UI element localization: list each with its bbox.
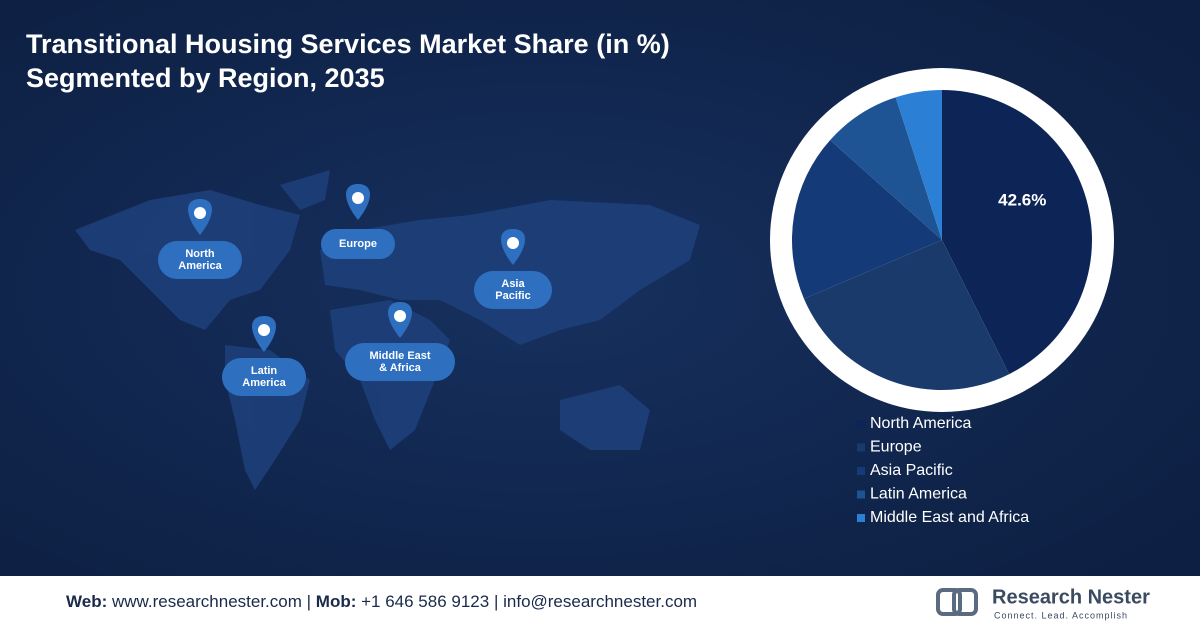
map-australia: [560, 385, 650, 450]
map-label-pill: [345, 343, 455, 381]
footer-web-label: Web:: [66, 592, 107, 611]
map-label: Asia Pacific: [495, 278, 530, 302]
pie-slice: [803, 240, 1010, 390]
logo-tagline: Connect. Lead. Accomplish: [994, 610, 1128, 620]
map-pin-dot: [194, 207, 206, 219]
map-label-line: North: [185, 248, 215, 260]
legend-label: Europe: [870, 439, 922, 456]
chart-title: Transitional Housing Services Market Sha…: [26, 29, 670, 59]
map-label: Europe: [339, 238, 377, 250]
logo-icon: [952, 588, 978, 616]
footer-band: [0, 576, 1200, 628]
legend-swatch: [857, 420, 865, 428]
logo-name: Research Nester: [992, 586, 1150, 608]
pie-slice: [895, 90, 942, 240]
pie-slice: [792, 140, 942, 299]
footer-sep: |: [494, 592, 498, 611]
chart-subtitle: Segmented by Region, 2035: [26, 63, 385, 93]
pie-slice: [830, 97, 942, 240]
legend-label: Latin America: [870, 486, 967, 503]
map-label-line: Asia: [501, 278, 525, 290]
slice-label: 42.6%: [998, 190, 1046, 209]
map-label-line: Pacific: [495, 290, 530, 302]
legend-label: Asia Pacific: [870, 462, 953, 479]
map-label: North America: [178, 248, 222, 272]
legend-label: North America: [870, 415, 971, 432]
map-label: Latin America: [242, 365, 286, 389]
map-label-pill: [321, 229, 395, 259]
footer-mob-label: Mob:: [316, 592, 357, 611]
pie-slice: [942, 90, 1092, 375]
map-label-line: & Africa: [379, 362, 422, 374]
legend-label: Middle East and Africa: [870, 509, 1029, 526]
legend: North America Europe Asia Pacific Latin Ame…: [857, 415, 1029, 526]
map-label-pill: [158, 241, 242, 279]
legend-swatch: [857, 443, 865, 452]
map-pin-dot: [394, 310, 406, 322]
map-label: Middle East & Africa: [369, 350, 430, 374]
map-pin-dot: [258, 324, 270, 336]
legend-swatch: [857, 467, 865, 475]
footer-web: www.researchnester.com: [111, 592, 302, 611]
map-label-pill: [474, 271, 552, 309]
map-label-line: Middle East: [369, 350, 430, 362]
map-label-pill: [222, 358, 306, 396]
logo-icon: [936, 588, 962, 616]
map-greenland: [280, 170, 330, 210]
footer-mob: +1 646 586 9123: [361, 592, 489, 611]
pie: 42.6%: [792, 90, 1092, 390]
map-label-line: America: [178, 260, 222, 272]
logo: Research Nester Connect. Lead. Accomplis…: [936, 586, 1150, 620]
map-pin-dot: [352, 192, 364, 204]
footer-sep: |: [307, 592, 311, 611]
legend-swatch: [857, 514, 865, 522]
footer-contact: Web: www.researchnester.com | Mob: +1 64…: [66, 592, 697, 611]
map-label-line: America: [242, 377, 286, 389]
map-label-line: Latin: [251, 365, 278, 377]
legend-swatch: [857, 490, 865, 499]
footer-email: info@researchnester.com: [503, 592, 697, 611]
map-pin-dot: [507, 237, 519, 249]
